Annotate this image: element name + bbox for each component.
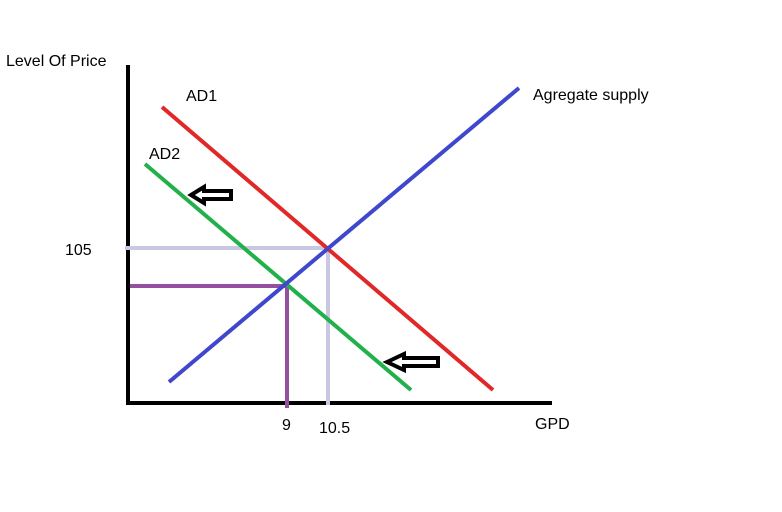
x-axis-label: GPD — [535, 416, 570, 433]
price-105-label: 105 — [65, 242, 92, 259]
ad2-label: AD2 — [149, 146, 180, 163]
left-arrow-icon — [382, 350, 440, 374]
as-curve — [167, 86, 521, 384]
as-label: Agregate supply — [533, 87, 649, 104]
left-arrow-icon — [187, 183, 233, 207]
ad2-curve — [143, 162, 413, 392]
gdp-10-5-label: 10.5 — [319, 420, 350, 437]
ad1-label: AD1 — [186, 88, 217, 105]
gdp-9-label: 9 — [282, 417, 291, 434]
y-axis-label: Level Of Price — [6, 53, 107, 70]
